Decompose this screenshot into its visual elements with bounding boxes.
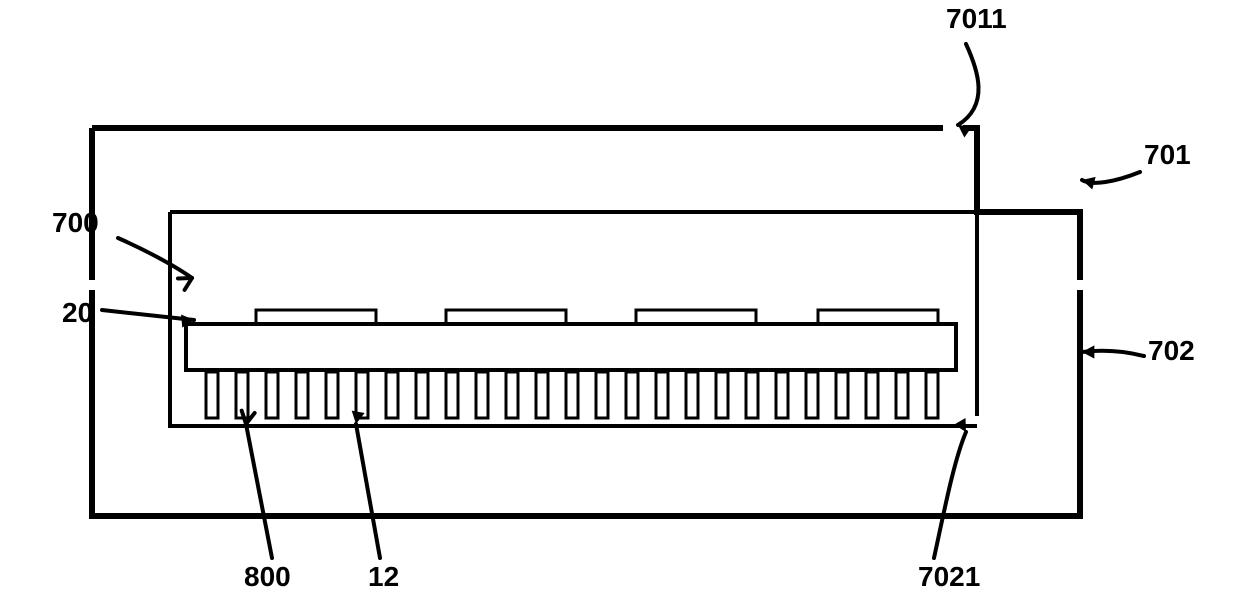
pin — [296, 372, 308, 418]
pin — [416, 372, 428, 418]
top-tab — [256, 310, 376, 324]
pin — [446, 372, 458, 418]
pin — [836, 372, 848, 418]
ref-label: 7021 — [918, 561, 980, 592]
ref-label: 7011 — [946, 3, 1007, 34]
leader-arrow — [102, 310, 194, 320]
top-tabs — [256, 310, 938, 324]
pin — [476, 372, 488, 418]
pin — [776, 372, 788, 418]
leader-arrow — [246, 424, 272, 558]
pin — [746, 372, 758, 418]
pin — [356, 372, 368, 418]
pin — [536, 372, 548, 418]
ref-label: 702 — [1148, 335, 1195, 366]
top-tab — [636, 310, 756, 324]
pin — [266, 372, 278, 418]
pin — [866, 372, 878, 418]
pin — [386, 372, 398, 418]
leader-arrow — [356, 424, 380, 558]
pin — [896, 372, 908, 418]
pin — [926, 372, 938, 418]
ref-label: 701 — [1144, 139, 1191, 170]
ref-label: 800 — [244, 561, 291, 592]
pin — [596, 372, 608, 418]
pin-array — [206, 372, 938, 418]
ref-label: 700 — [52, 207, 99, 238]
leader-arrow — [934, 432, 966, 558]
ref-label: 20 — [62, 297, 93, 328]
ref-label: 12 — [368, 561, 399, 592]
pin — [206, 372, 218, 418]
top-tab — [446, 310, 566, 324]
substrate-platform — [186, 324, 956, 370]
inner-chamber — [170, 212, 977, 426]
pin — [566, 372, 578, 418]
pin — [326, 372, 338, 418]
pin — [686, 372, 698, 418]
pin — [626, 372, 638, 418]
pin — [506, 372, 518, 418]
pin — [656, 372, 668, 418]
leader-arrow — [118, 238, 192, 278]
leader-arrow — [958, 44, 979, 125]
pin — [806, 372, 818, 418]
top-tab — [818, 310, 938, 324]
pin — [716, 372, 728, 418]
